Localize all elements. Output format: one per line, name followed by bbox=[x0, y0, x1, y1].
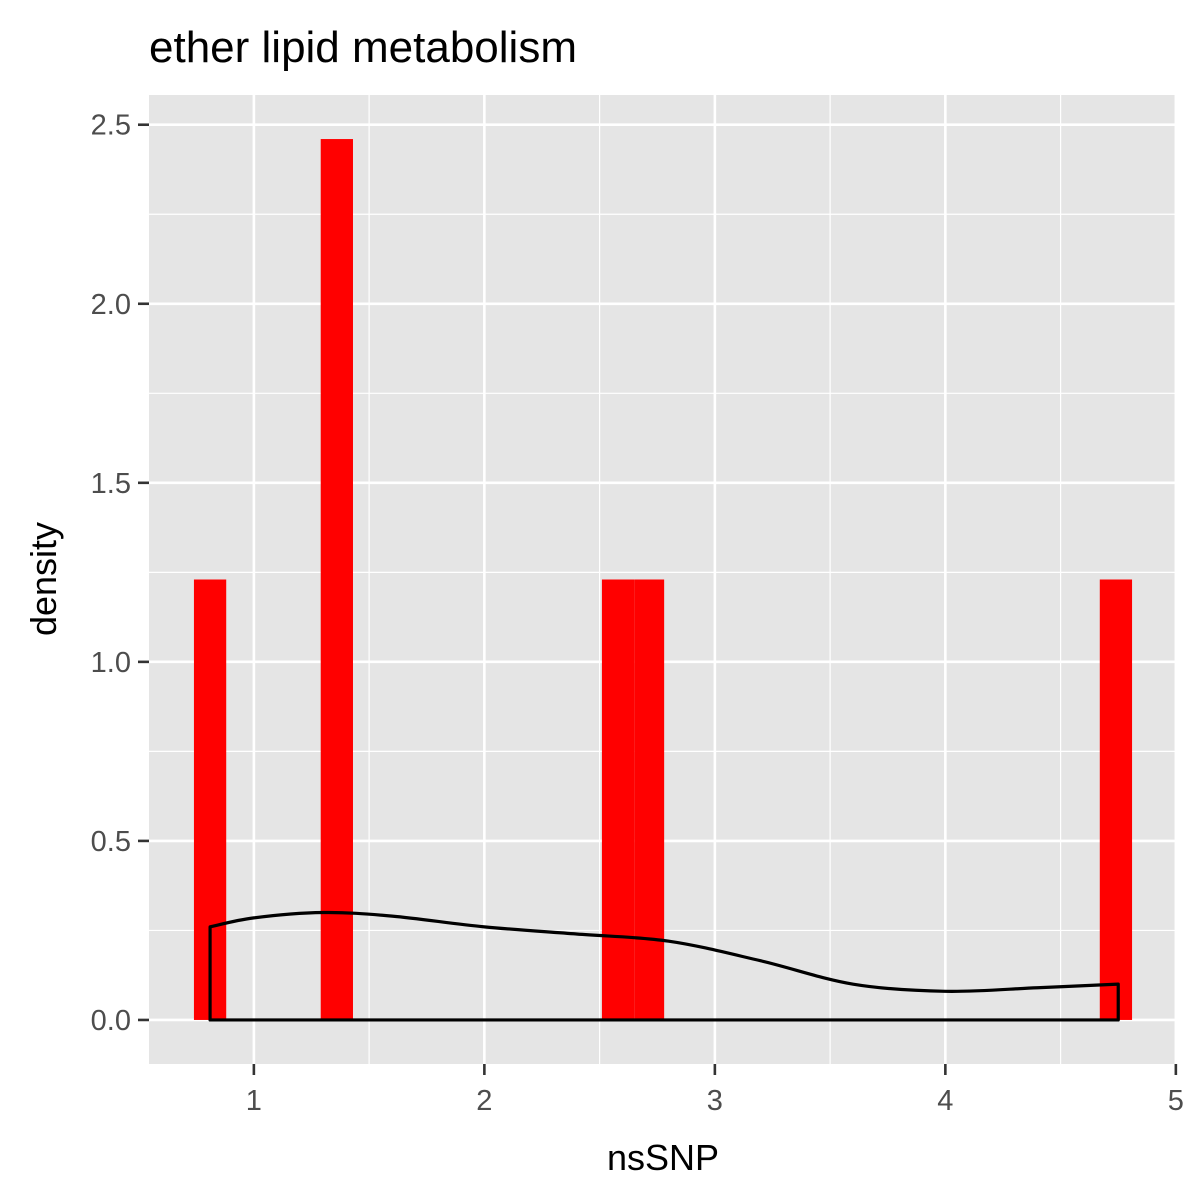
histogram-bar bbox=[1099, 579, 1133, 1020]
density-curve bbox=[208, 910, 1120, 1022]
y-tick-label: 1.0 bbox=[91, 647, 131, 679]
x-axis: 1 2 3 4 5 bbox=[246, 1064, 1184, 1117]
y-tick-label: 2.5 bbox=[91, 110, 131, 142]
y-axis-title: density bbox=[23, 522, 64, 636]
y-tick-label: 0.5 bbox=[91, 826, 131, 858]
y-tick-label: 0.0 bbox=[91, 1005, 131, 1037]
x-tick-label: 2 bbox=[476, 1085, 492, 1117]
density-curve-group bbox=[208, 910, 1120, 1022]
x-axis-title: nsSNP bbox=[607, 1137, 719, 1178]
histogram-bar bbox=[320, 139, 353, 1020]
histogram-bar bbox=[601, 579, 635, 1020]
x-tick-label: 5 bbox=[1168, 1085, 1184, 1117]
chart-title: ether lipid metabolism bbox=[149, 23, 577, 72]
y-tick-label: 1.5 bbox=[91, 468, 131, 500]
y-tick-label: 2.0 bbox=[91, 289, 131, 321]
histogram-bar bbox=[634, 579, 665, 1020]
x-tick-label: 1 bbox=[246, 1085, 262, 1117]
x-tick-label: 3 bbox=[707, 1085, 723, 1117]
y-axis: 0.0 0.5 1.0 1.5 2.0 2.5 bbox=[91, 110, 149, 1037]
histogram-bars bbox=[193, 139, 1133, 1020]
x-tick-label: 4 bbox=[937, 1085, 953, 1117]
